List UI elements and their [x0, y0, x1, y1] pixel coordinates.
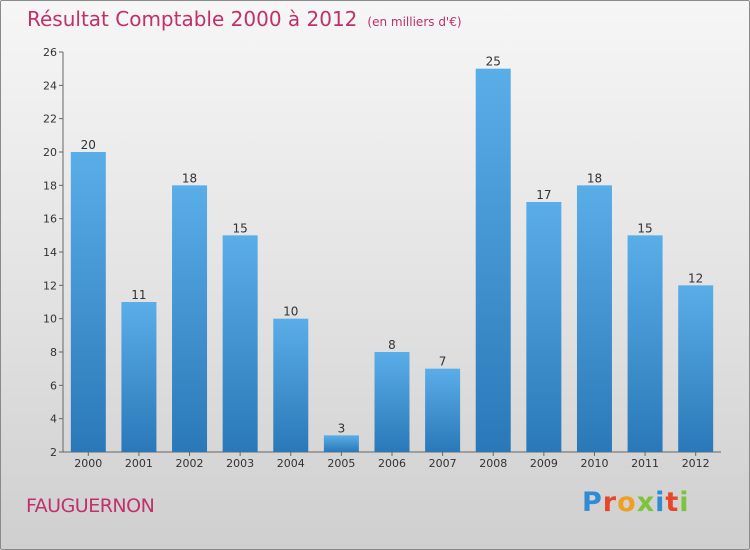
data-label-2004: 10 — [283, 305, 298, 319]
bar-2012 — [678, 285, 714, 452]
y-tick-label: 24 — [43, 79, 57, 92]
data-label-2008: 25 — [486, 55, 501, 69]
x-tick-label-2009: 2009 — [530, 457, 558, 470]
x-tick-label-2004: 2004 — [277, 457, 305, 470]
x-tick-label-2012: 2012 — [682, 457, 710, 470]
bar-2006 — [374, 352, 410, 452]
y-tick-label: 6 — [50, 379, 57, 392]
data-label-2000: 20 — [81, 138, 96, 152]
y-tick-label: 26 — [43, 46, 57, 59]
y-tick-label: 14 — [43, 246, 57, 259]
data-label-2012: 12 — [688, 271, 703, 285]
data-label-2002: 18 — [182, 171, 197, 185]
logo-letter: P — [582, 487, 603, 518]
y-tick-label: 16 — [43, 213, 57, 226]
x-tick-label-2011: 2011 — [631, 457, 659, 470]
chart-title: Résultat Comptable 2000 à 2012 (en millie… — [27, 7, 462, 31]
bar-2005 — [323, 435, 359, 452]
logo-letter: i — [679, 487, 690, 518]
x-tick-label-2000: 2000 — [74, 457, 102, 470]
x-tick-label-2005: 2005 — [327, 457, 355, 470]
bar-2002 — [172, 185, 208, 453]
logo-letter: i — [655, 487, 666, 518]
bar-2004 — [273, 318, 309, 452]
y-tick-label: 4 — [50, 413, 57, 426]
x-tick-label-2001: 2001 — [125, 457, 153, 470]
logo-letter: r — [602, 487, 618, 518]
y-tick-label: 10 — [43, 313, 57, 326]
bar-2008 — [475, 68, 511, 453]
data-label-2007: 7 — [439, 355, 447, 369]
x-tick-label-2002: 2002 — [176, 457, 204, 470]
x-tick-label-2003: 2003 — [226, 457, 254, 470]
logo-letter: x — [636, 487, 656, 518]
x-tick-label-2010: 2010 — [580, 457, 608, 470]
proxiti-logo[interactable]: Proxiti — [582, 487, 690, 518]
bar-2009 — [526, 202, 562, 452]
y-tick-label: 22 — [43, 113, 57, 126]
data-label-2009: 17 — [536, 188, 551, 202]
y-tick-label: 12 — [43, 279, 57, 292]
x-tick-label-2008: 2008 — [479, 457, 507, 470]
y-tick-label: 18 — [43, 179, 57, 192]
y-tick-label: 8 — [50, 346, 57, 359]
data-label-2005: 3 — [338, 421, 346, 435]
bar-2001 — [121, 302, 157, 452]
data-label-2001: 11 — [131, 288, 146, 302]
logo-letter: t — [665, 487, 680, 518]
x-tick-label-2007: 2007 — [429, 457, 457, 470]
logo-letter: o — [617, 487, 637, 518]
bar-2007 — [425, 368, 461, 452]
chart-title-text: Résultat Comptable 2000 à 2012 — [27, 7, 358, 31]
chart-bars — [70, 68, 714, 453]
bar-2003 — [222, 235, 258, 452]
chart-data-labels: 20 11 18 15 10 3 8 7 25 17 18 15 12 — [81, 55, 704, 436]
data-label-2010: 18 — [587, 171, 602, 185]
y-tick-label: 2 — [50, 446, 57, 459]
y-tick-label: 20 — [43, 146, 57, 159]
data-label-2003: 15 — [233, 221, 248, 235]
bar-2010 — [576, 185, 612, 453]
data-label-2011: 15 — [637, 221, 652, 235]
bar-2000 — [70, 152, 106, 452]
chart-subtitle: (en milliers d'€) — [367, 15, 462, 29]
bar-2011 — [627, 235, 663, 452]
commune-name: FAUGUERNON — [26, 495, 155, 517]
x-tick-label-2006: 2006 — [378, 457, 406, 470]
data-label-2006: 8 — [388, 338, 396, 352]
